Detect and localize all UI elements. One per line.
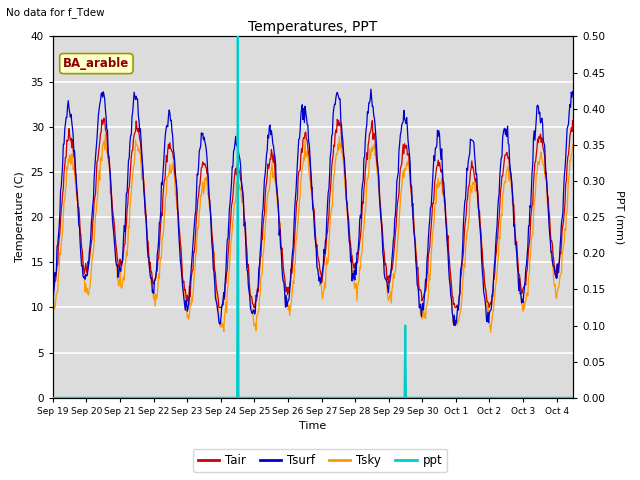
Legend: Tair, Tsurf, Tsky, ppt: Tair, Tsurf, Tsky, ppt (193, 449, 447, 472)
Y-axis label: Temperature (C): Temperature (C) (15, 172, 25, 263)
Text: No data for f_Tdew: No data for f_Tdew (6, 7, 105, 18)
Text: BA_arable: BA_arable (63, 57, 129, 70)
Title: Temperatures, PPT: Temperatures, PPT (248, 20, 378, 34)
Y-axis label: PPT (mm): PPT (mm) (615, 190, 625, 244)
X-axis label: Time: Time (300, 421, 327, 432)
